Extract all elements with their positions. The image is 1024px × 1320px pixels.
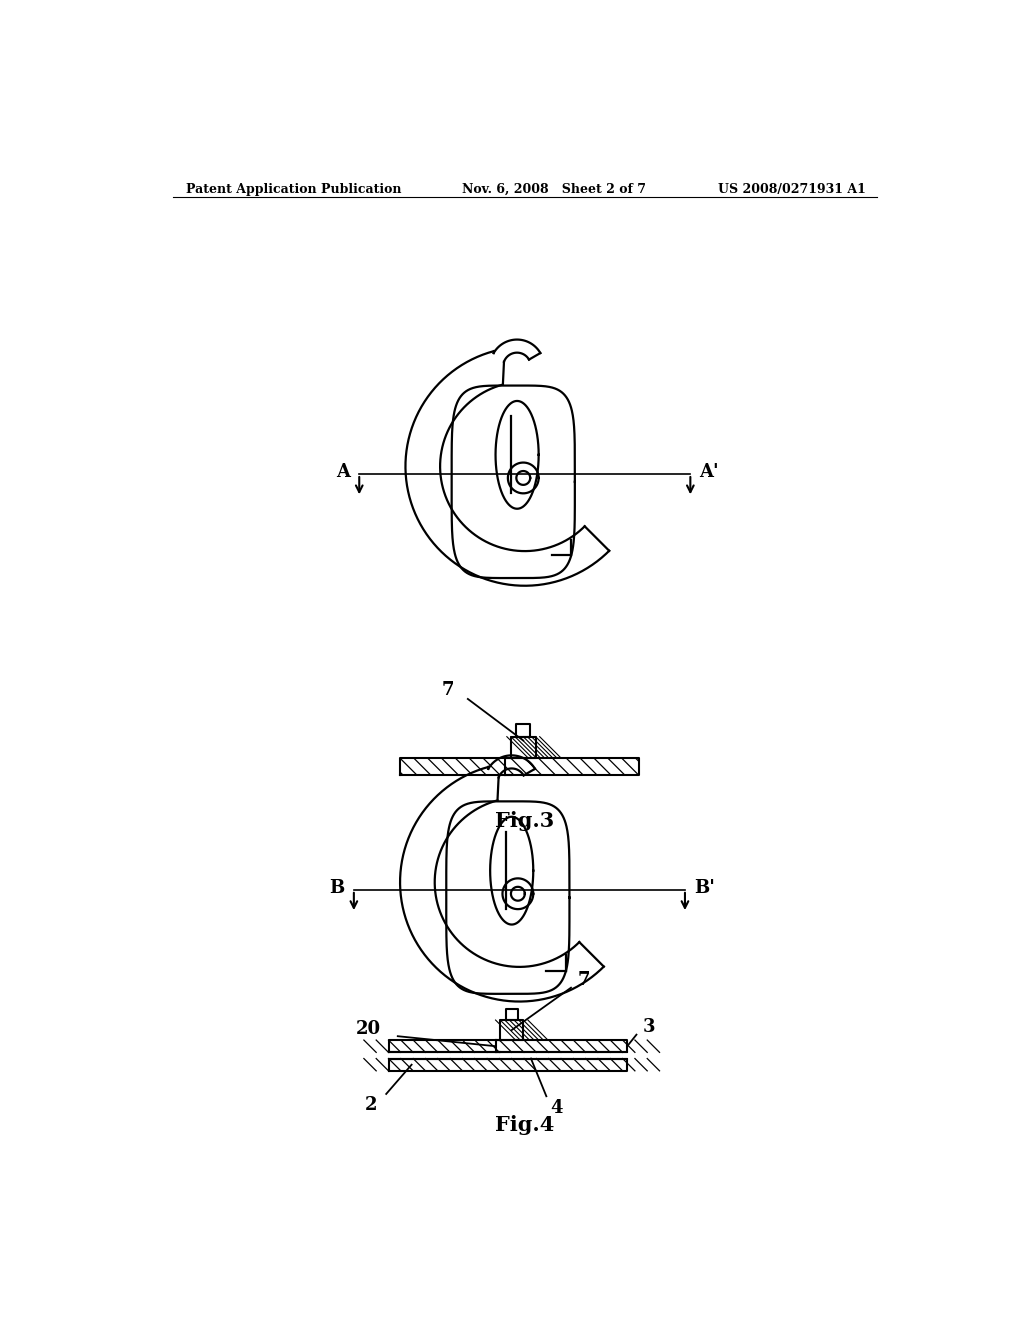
Text: Patent Application Publication: Patent Application Publication bbox=[186, 183, 401, 197]
Text: B': B' bbox=[694, 879, 715, 896]
Text: 3: 3 bbox=[643, 1018, 655, 1036]
Text: 20: 20 bbox=[355, 1019, 381, 1038]
Text: B: B bbox=[330, 879, 345, 896]
Text: 7: 7 bbox=[441, 681, 454, 698]
Text: US 2008/0271931 A1: US 2008/0271931 A1 bbox=[718, 183, 866, 197]
Text: Fig.3: Fig.3 bbox=[496, 810, 554, 830]
Text: Fig.4: Fig.4 bbox=[496, 1115, 554, 1135]
Text: 7: 7 bbox=[578, 972, 590, 989]
Text: 2: 2 bbox=[365, 1097, 377, 1114]
Text: A: A bbox=[336, 463, 350, 480]
Text: Nov. 6, 2008   Sheet 2 of 7: Nov. 6, 2008 Sheet 2 of 7 bbox=[462, 183, 646, 197]
Text: A': A' bbox=[699, 463, 719, 480]
Text: 4: 4 bbox=[550, 1098, 563, 1117]
